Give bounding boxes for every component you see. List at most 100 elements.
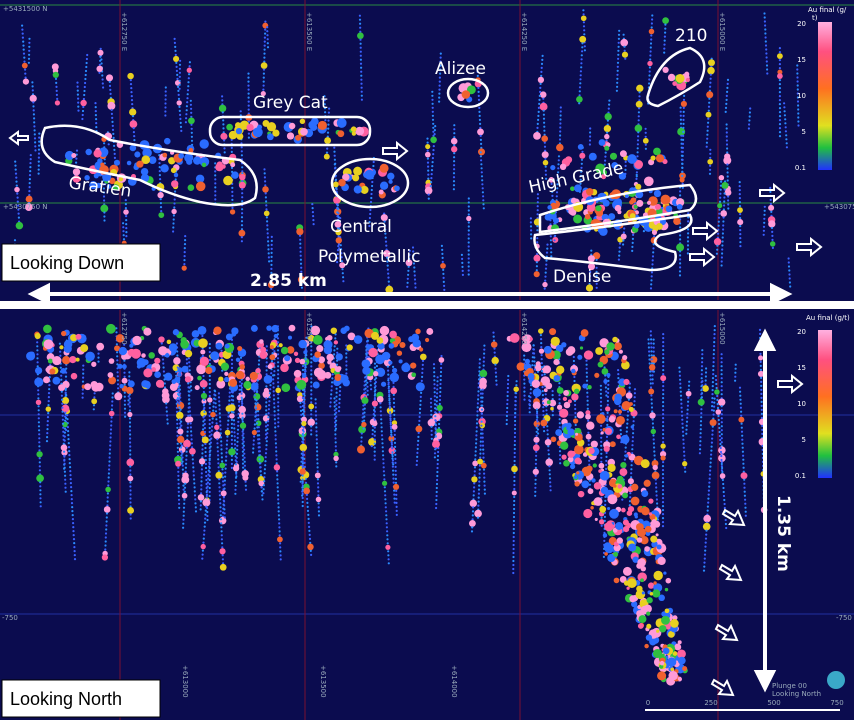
sample xyxy=(544,173,548,176)
sample xyxy=(306,505,309,508)
sample xyxy=(261,498,264,501)
sample xyxy=(184,235,187,238)
sample xyxy=(310,429,313,432)
sample xyxy=(477,382,480,385)
sample xyxy=(269,388,272,391)
sample xyxy=(222,496,225,499)
sample xyxy=(355,126,365,136)
sample xyxy=(276,478,279,481)
sample xyxy=(617,258,621,261)
sample xyxy=(129,497,132,500)
sample xyxy=(181,456,184,459)
sample xyxy=(687,216,690,219)
sample xyxy=(625,430,628,433)
sample xyxy=(202,374,205,378)
sample xyxy=(164,110,167,113)
sample xyxy=(239,173,246,181)
sample xyxy=(25,195,33,203)
sample xyxy=(315,426,318,429)
sample xyxy=(662,345,665,348)
sample xyxy=(586,407,589,410)
sample xyxy=(646,200,652,205)
sample xyxy=(749,107,752,110)
sample xyxy=(618,242,622,245)
sample xyxy=(358,425,367,434)
sample xyxy=(195,181,206,192)
sample xyxy=(559,118,562,121)
sample xyxy=(24,68,27,71)
sample xyxy=(76,93,79,96)
sample xyxy=(382,466,385,469)
sample xyxy=(368,224,371,228)
sample xyxy=(202,386,205,390)
sample xyxy=(703,514,712,523)
sample xyxy=(707,497,710,500)
sample xyxy=(310,369,313,372)
sample xyxy=(588,143,592,146)
sample xyxy=(544,169,547,172)
sample xyxy=(213,326,222,335)
sample xyxy=(162,366,165,369)
sample xyxy=(220,456,223,459)
sample xyxy=(240,396,243,399)
sample xyxy=(467,225,470,228)
sample xyxy=(720,405,723,408)
sample xyxy=(580,170,583,173)
sample xyxy=(207,477,210,480)
sample xyxy=(708,97,711,100)
sample xyxy=(236,432,239,435)
sample xyxy=(588,479,591,482)
sample xyxy=(433,371,436,374)
sample xyxy=(633,204,638,209)
sample xyxy=(233,423,236,426)
sample xyxy=(366,389,369,392)
sample xyxy=(621,51,629,58)
sample xyxy=(388,399,391,402)
sample xyxy=(720,357,723,360)
sample xyxy=(540,62,544,65)
sample xyxy=(627,398,631,401)
sample xyxy=(434,419,437,422)
sample xyxy=(679,118,683,121)
sample xyxy=(740,430,744,433)
sample xyxy=(476,410,479,413)
sample xyxy=(607,391,610,394)
sample xyxy=(523,382,526,385)
sample xyxy=(434,411,437,414)
sample xyxy=(127,395,130,398)
sample xyxy=(387,558,390,561)
sample xyxy=(241,458,245,461)
sample xyxy=(337,235,340,238)
sample xyxy=(541,390,544,393)
sample xyxy=(700,373,703,376)
sample xyxy=(187,394,190,397)
sample xyxy=(719,188,722,191)
sample xyxy=(653,446,656,449)
sample xyxy=(215,471,223,479)
sample xyxy=(240,216,244,219)
sample xyxy=(479,134,482,137)
sample xyxy=(66,414,69,417)
sample xyxy=(514,407,517,411)
sample xyxy=(618,172,627,180)
sample xyxy=(600,444,603,447)
sample xyxy=(126,160,132,166)
sample xyxy=(24,203,33,211)
sample xyxy=(208,482,211,486)
sample xyxy=(551,414,554,417)
sample xyxy=(697,398,705,406)
sample xyxy=(723,192,726,195)
sample xyxy=(589,270,592,274)
sample xyxy=(686,236,690,239)
sample xyxy=(340,256,343,259)
sample xyxy=(649,334,653,337)
sample xyxy=(240,154,243,157)
sample xyxy=(176,77,179,80)
sample xyxy=(272,394,275,397)
sample xyxy=(796,80,799,83)
sample xyxy=(225,443,228,446)
sample xyxy=(238,181,246,189)
sample xyxy=(179,59,182,62)
sample xyxy=(727,207,730,210)
sample xyxy=(221,95,224,98)
